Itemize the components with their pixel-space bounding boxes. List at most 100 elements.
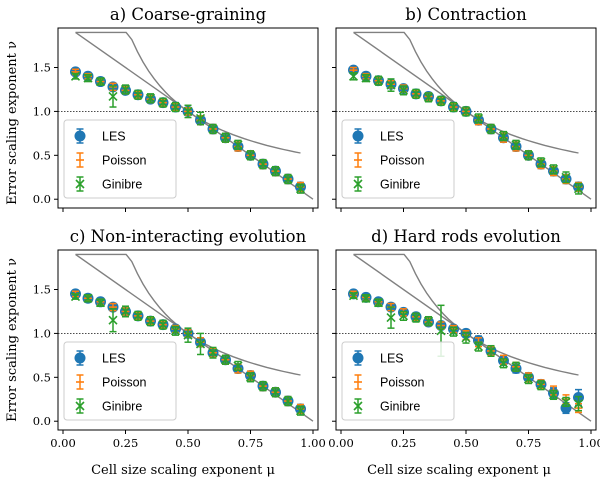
legend-marker-ginibre (75, 179, 85, 189)
legend: LES Poisson Ginibre (63, 341, 177, 421)
point-ginibre (561, 397, 571, 407)
point-ginibre (295, 184, 306, 194)
point-ginibre (133, 311, 143, 321)
point-ginibre (183, 106, 193, 116)
point-ginibre (95, 298, 106, 308)
x-axis-label-right: Cell size scaling exponent μ (367, 463, 551, 478)
legend-label-poisson: Poisson (380, 154, 425, 168)
legend-label-ginibre: Ginibre (380, 400, 420, 414)
legend-label-les: LES (102, 352, 126, 366)
legend-marker-ginibre (75, 401, 85, 411)
point-ginibre (283, 396, 293, 406)
legend-box (63, 119, 177, 199)
x-axis-label-left: Cell size scaling exponent μ (91, 463, 275, 478)
x-tick-label: 0.50 (453, 436, 479, 450)
legend-marker-les (74, 130, 86, 142)
point-ginibre (523, 374, 534, 384)
x-tick-label: 0.00 (328, 436, 354, 450)
point-ginibre (245, 372, 256, 382)
point-ginibre (83, 73, 93, 83)
point-ginibre (245, 150, 256, 160)
panel-4: d) Hard rods evolution 0.00 0.25 0.50 0.75 1.… (328, 227, 600, 450)
point-ginibre (461, 106, 471, 116)
point-ginibre (361, 293, 371, 303)
point-ginibre (283, 174, 293, 184)
y-tick-label: 0.5 (33, 370, 51, 384)
point-ginibre (361, 73, 371, 83)
point-ginibre (486, 346, 496, 356)
point-ginibre (233, 140, 243, 150)
point-ginibre (158, 98, 168, 108)
point-ginibre (398, 311, 409, 321)
point-ginibre (70, 291, 81, 302)
y-tick-label: 1.0 (33, 326, 51, 340)
point-ginibre (208, 124, 218, 134)
x-tick-label: 0.75 (516, 436, 542, 450)
panel-title: a) Coarse-graining (110, 5, 267, 24)
legend-marker-ginibre (353, 401, 363, 411)
point-ginibre (195, 113, 206, 124)
point-ginibre (108, 91, 118, 102)
point-ginibre (398, 85, 409, 95)
point-ginibre (258, 381, 268, 391)
point-ginibre (70, 71, 81, 81)
legend-marker-les (352, 352, 364, 364)
legend: LES Poisson Ginibre (341, 341, 455, 421)
point-ginibre (145, 316, 156, 326)
point-ginibre (108, 315, 118, 325)
y-tick-label: 1.5 (33, 283, 51, 297)
point-ginibre (120, 84, 131, 95)
legend-label-ginibre: Ginibre (102, 178, 142, 192)
point-ginibre (436, 96, 446, 106)
legend-label-ginibre: Ginibre (380, 178, 420, 192)
x-tick-label: 0.25 (113, 436, 139, 450)
point-ginibre (373, 298, 384, 308)
y-tick-label: 1.5 (33, 61, 51, 75)
point-ginibre (208, 348, 218, 358)
legend-box (341, 341, 455, 421)
legend-marker-les (352, 130, 364, 142)
legend-marker-ginibre (353, 179, 363, 189)
point-ginibre (95, 76, 106, 87)
point-ginibre (573, 184, 584, 194)
point-ginibre (573, 399, 584, 409)
x-tick-label: 0.75 (238, 436, 264, 450)
panel-title: d) Hard rods evolution (371, 227, 561, 246)
x-tick-label: 0.50 (175, 436, 201, 450)
x-tick-label: 0.00 (50, 436, 76, 450)
point-ginibre (373, 76, 384, 86)
point-ginibre (220, 133, 231, 143)
point-ginibre (511, 362, 521, 372)
point-ginibre (548, 390, 559, 400)
legend-label-poisson: Poisson (102, 154, 147, 168)
y-tick-label: 0.0 (33, 414, 51, 428)
point-ginibre (473, 113, 484, 124)
legend-box (341, 119, 455, 199)
point-ginibre (220, 355, 231, 365)
point-ginibre (120, 306, 131, 317)
panel-2: b) Contraction LES Poisson Ginibre (332, 5, 597, 212)
point-ginibre (423, 316, 434, 326)
legend: LES Poisson Ginibre (341, 119, 455, 199)
point-ginibre (133, 90, 143, 100)
point-ginibre (170, 326, 181, 336)
point-ginibre (158, 320, 168, 330)
point-ginibre (523, 150, 534, 160)
point-ginibre (348, 71, 359, 81)
point-ginibre (270, 387, 281, 397)
point-ginibre (536, 157, 546, 167)
legend: LES Poisson Ginibre (63, 119, 177, 199)
point-ginibre (548, 164, 559, 174)
legend-label-poisson: Poisson (380, 376, 425, 390)
legend-label-poisson: Poisson (102, 376, 147, 390)
y-tick-label: 0.0 (33, 192, 51, 206)
legend-marker-les (74, 352, 86, 364)
x-tick-label: 0.25 (391, 436, 417, 450)
point-ginibre (498, 358, 509, 368)
point-ginibre (386, 313, 396, 323)
point-ginibre (423, 92, 434, 102)
point-ginibre (145, 93, 156, 103)
legend-box (63, 341, 177, 421)
point-ginibre (170, 102, 181, 112)
